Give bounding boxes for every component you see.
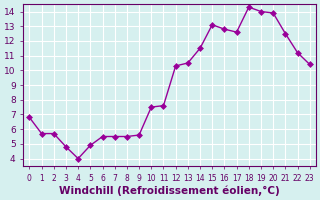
X-axis label: Windchill (Refroidissement éolien,°C): Windchill (Refroidissement éolien,°C)	[59, 185, 280, 196]
